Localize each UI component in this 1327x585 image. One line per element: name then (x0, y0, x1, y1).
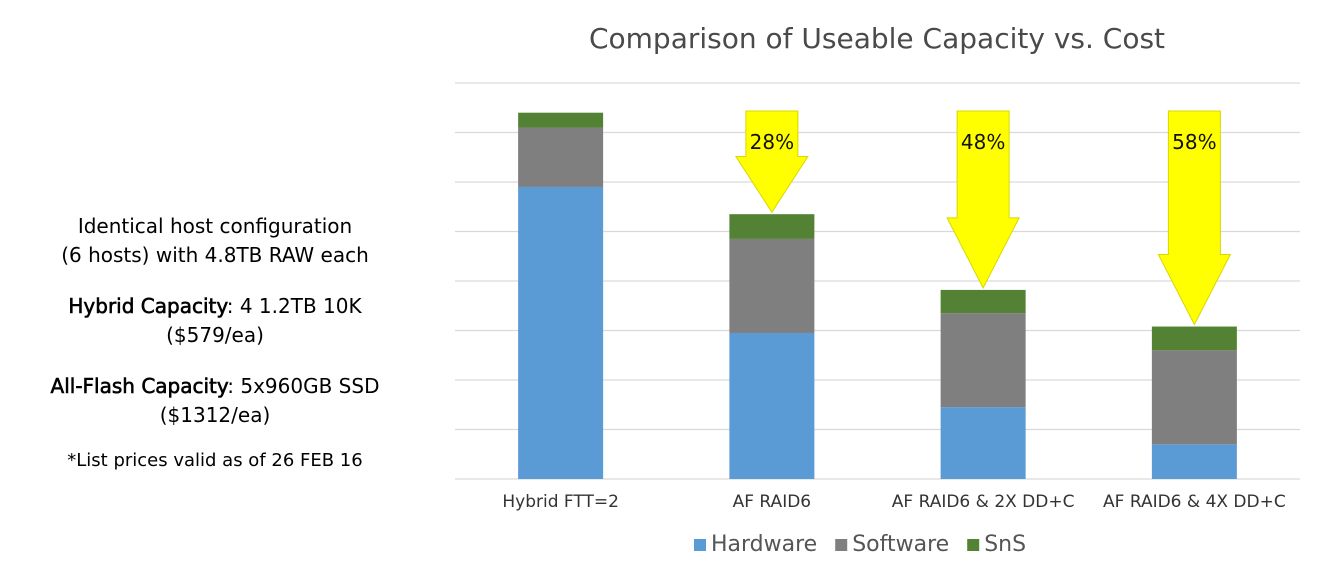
flash-capacity: All-Flash Capacity: 5x960GB SSD (0, 372, 430, 401)
info-line-2: (6 hosts) with 4.8TB RAW each (61, 243, 369, 267)
legend-label-software: Software (852, 532, 949, 557)
x-tick-label: AF RAID6 & 2X DD+C (892, 492, 1075, 512)
flash-price: ($1312/ea) (159, 403, 271, 427)
bar-segment-hardware (518, 186, 604, 479)
hybrid-capacity-value: : 4 1.2TB 10K (226, 294, 362, 318)
legend-label-sns: SnS (984, 532, 1026, 557)
bar-segment-software (940, 313, 1026, 408)
reduction-arrow (1157, 110, 1232, 326)
legend-label-hardware: Hardware (711, 532, 817, 557)
arrows: 28% 48% 58% (734, 110, 1232, 326)
bar-segment-sns (518, 112, 604, 128)
reduction-label: 28% (750, 130, 794, 154)
bar-segment-software (1151, 350, 1237, 445)
legend-swatch-hardware (694, 539, 706, 551)
hybrid-capacity-label: Hybrid Capacity (68, 294, 227, 319)
info-line-1: Identical host configuration (77, 214, 353, 238)
flash-capacity-value: : 5x960GB SSD (227, 374, 380, 398)
chart-title: Comparison of Useable Capacity vs. Cost (589, 22, 1165, 55)
price-note: *List prices valid as of 26 FEB 16 (67, 450, 363, 471)
hybrid-price: ($579/ea) (166, 323, 264, 347)
bar-segment-hardware (729, 332, 815, 479)
bars (518, 112, 1237, 479)
reduction-arrow (734, 110, 809, 214)
flash-capacity-label: All-Flash Capacity (50, 374, 228, 399)
x-tick-label: Hybrid FTT=2 (502, 492, 619, 512)
bar-segment-sns (1151, 326, 1237, 351)
bar-segment-sns (729, 214, 815, 239)
bar-segment-software (518, 127, 604, 187)
x-tick-label: AF RAID6 (733, 492, 811, 512)
bar-segment-sns (940, 289, 1026, 314)
x-axis-labels: Hybrid FTT=2 AF RAID6 AF RAID6 & 2X DD+C AF… (502, 492, 1285, 512)
reduction-label: 48% (961, 130, 1005, 154)
legend: Hardware Software SnS (694, 532, 1026, 557)
bar-segment-hardware (940, 407, 1026, 479)
bar-segment-software (729, 238, 815, 333)
x-tick-label: AF RAID6 & 4X DD+C (1103, 492, 1286, 512)
hybrid-capacity: Hybrid Capacity: 4 1.2TB 10K (0, 292, 430, 321)
bar-segment-hardware (1151, 444, 1237, 479)
info-panel: Identical host configuration (6 hosts) w… (0, 212, 430, 475)
reduction-label: 58% (1172, 130, 1216, 154)
reduction-arrow (946, 110, 1020, 290)
legend-swatch-software (835, 539, 848, 551)
legend-swatch-sns (967, 539, 980, 551)
